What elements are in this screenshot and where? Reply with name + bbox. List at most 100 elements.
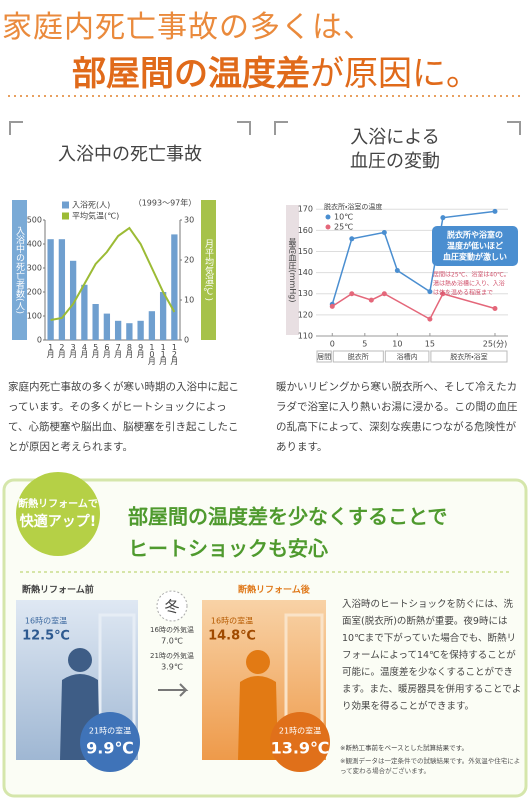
bar bbox=[103, 313, 111, 340]
y-tick-label: 130 bbox=[298, 289, 313, 298]
legend-marker bbox=[325, 214, 331, 220]
x-tick-label: 0 bbox=[330, 340, 335, 349]
bar bbox=[126, 323, 133, 340]
legend-label: 25℃ bbox=[334, 223, 353, 232]
headline: 部屋間の温度差が原因に。 bbox=[72, 46, 480, 95]
x-tick-label: 8月 bbox=[125, 343, 134, 359]
x-tick-label: 11月 bbox=[159, 343, 168, 366]
legend-swatch bbox=[62, 201, 69, 209]
phase-box bbox=[384, 350, 430, 363]
chart-note: （1993〜97年） bbox=[134, 198, 197, 208]
footnote: ※断熱工事前をベースとした試算結果です。 bbox=[340, 743, 468, 752]
point bbox=[368, 297, 374, 303]
legend-marker bbox=[325, 224, 331, 230]
x-tick-label: 6月 bbox=[102, 343, 111, 359]
x-tick-label: 3月 bbox=[69, 343, 78, 359]
axis-label-bar bbox=[201, 200, 216, 340]
bar bbox=[114, 320, 122, 340]
point bbox=[349, 236, 355, 242]
body-text: 入浴時のヒートショックを防ぐには、洗面室(脱衣所)の断熱が重要。夜9時には10℃… bbox=[342, 599, 522, 712]
bar bbox=[159, 292, 167, 340]
bar bbox=[148, 311, 156, 340]
x-tick-label: 5月 bbox=[91, 343, 100, 359]
person bbox=[238, 676, 278, 760]
y-tick-label: 150 bbox=[298, 247, 313, 256]
bar bbox=[69, 260, 77, 340]
paragraph: 暖かいリビングから寒い脱衣所へ、そして冷えたカラダで浴室に入り熱いお湯に浸かる。… bbox=[276, 381, 518, 453]
temp-label: 21時の室温 bbox=[89, 726, 131, 736]
point bbox=[440, 215, 446, 221]
y2-tick-label: 20 bbox=[184, 256, 194, 265]
y-tick-label: 100 bbox=[27, 312, 42, 321]
y2-tick-label: 10 bbox=[184, 296, 194, 305]
callout-text: 血圧変動が激しい bbox=[443, 252, 507, 262]
section-title: 血圧の変動 bbox=[350, 151, 440, 172]
phase-box bbox=[316, 350, 332, 363]
point bbox=[394, 268, 400, 273]
y2-axis-label: 月平均気温(℃) bbox=[203, 239, 214, 301]
x-tick-label: 25(分) bbox=[483, 340, 507, 349]
bracket bbox=[274, 121, 521, 135]
legend-label: 10℃ bbox=[334, 213, 353, 222]
y-tick-label: 170 bbox=[298, 205, 313, 214]
section-title: 入浴中の死亡事故 bbox=[58, 144, 202, 165]
y-tick-label: 400 bbox=[27, 240, 42, 249]
y-tick-label: 500 bbox=[27, 216, 42, 225]
x-tick-label: 5 bbox=[362, 340, 367, 349]
legend-swatch bbox=[62, 212, 69, 220]
section-title: 入浴による bbox=[350, 127, 439, 148]
room-label: 断熱リフォーム後 bbox=[238, 584, 311, 596]
section-heading: 部屋間の温度差を少なくすることで bbox=[128, 505, 447, 529]
x-tick-label: 1月 bbox=[46, 343, 55, 359]
point bbox=[349, 291, 355, 297]
footnote: ※観測データは一定条件での試験結果です。外気温や住宅によって変わる場合がございま… bbox=[340, 757, 521, 775]
season: 冬 bbox=[164, 598, 179, 616]
temp-value: 9.9℃ bbox=[86, 739, 134, 758]
temp-label: 21時の室温 bbox=[279, 726, 321, 736]
legend-label: 平均気温(℃) bbox=[72, 211, 119, 221]
temp-value: 13.9℃ bbox=[271, 739, 330, 758]
bar bbox=[92, 304, 99, 340]
phase-label: 居間 bbox=[317, 353, 331, 361]
bar bbox=[58, 239, 66, 340]
phase-label: 脱衣所・浴室 bbox=[450, 352, 487, 361]
phase-box bbox=[430, 350, 508, 363]
axis-label-bar bbox=[286, 205, 299, 335]
y-tick-label: 110 bbox=[298, 332, 313, 341]
person bbox=[246, 650, 270, 674]
y-tick-label: 200 bbox=[27, 288, 42, 297]
x-tick-label: 7月 bbox=[114, 343, 123, 359]
phase-label: 脱衣所 bbox=[348, 352, 369, 361]
person bbox=[68, 648, 92, 672]
badge-text: 快適アップ! bbox=[20, 513, 96, 530]
condition-note: は体を温める程度まで bbox=[433, 289, 493, 297]
temp-circle bbox=[270, 712, 330, 772]
temp-value: 12.5℃ bbox=[22, 629, 70, 644]
point bbox=[329, 303, 335, 309]
bar bbox=[47, 239, 54, 340]
temp-value: 3.9℃ bbox=[161, 663, 183, 672]
temp-value: 7.0℃ bbox=[161, 637, 183, 646]
temp-value: 14.8℃ bbox=[208, 629, 256, 644]
point bbox=[492, 208, 498, 214]
y-axis-label: 最高血圧(mmHg) bbox=[288, 238, 297, 303]
axis-label-bar bbox=[12, 200, 27, 340]
headline-emphasis: 部屋間の温度差 bbox=[72, 54, 310, 94]
y-tick-label: 160 bbox=[298, 226, 313, 235]
legend-label: 入浴死(人) bbox=[72, 200, 110, 210]
x-tick-label: 2月 bbox=[57, 343, 66, 359]
point bbox=[427, 316, 433, 322]
point bbox=[440, 291, 446, 297]
x-tick-label: 9月 bbox=[136, 343, 145, 359]
badge-text: 断熱リフォームで bbox=[18, 497, 98, 510]
temp-label: 16時の室温 bbox=[25, 616, 67, 626]
headline-rest: が原因に。 bbox=[310, 54, 480, 94]
line bbox=[50, 226, 176, 321]
bar bbox=[137, 320, 144, 340]
section-heading: ヒートショックも安心 bbox=[128, 537, 328, 561]
x-tick-label: 12月 bbox=[170, 343, 179, 366]
callout-text: 温度が低いほど bbox=[447, 241, 503, 251]
callout bbox=[432, 226, 518, 266]
